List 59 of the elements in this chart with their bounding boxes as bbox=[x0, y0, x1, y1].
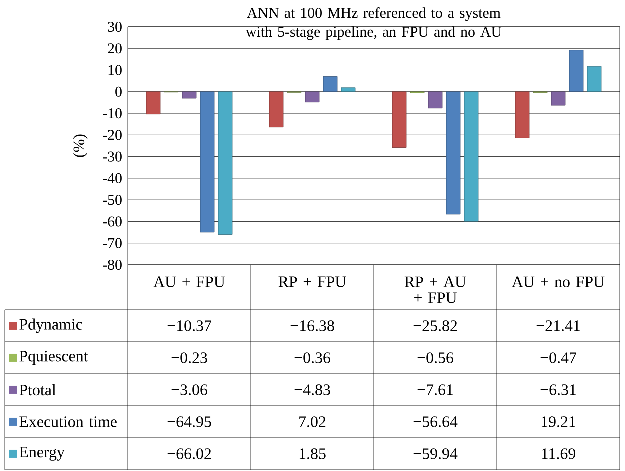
y-tick-label: 30 bbox=[108, 22, 122, 32]
legend-label: Execution time bbox=[20, 416, 117, 428]
data-label: −4.83 bbox=[294, 384, 330, 396]
legend-label: Pdynamic bbox=[20, 318, 82, 334]
bar bbox=[569, 50, 584, 92]
y-tick-label: -10 bbox=[103, 108, 122, 119]
data-label: 19.21 bbox=[542, 416, 576, 428]
data-label: −3.06 bbox=[172, 384, 208, 396]
bar bbox=[464, 92, 479, 222]
data-label: −56.64 bbox=[414, 416, 458, 428]
bar bbox=[587, 66, 602, 92]
y-axis-title: (%) bbox=[73, 134, 88, 158]
data-label: −21.41 bbox=[536, 320, 580, 332]
bar bbox=[551, 92, 566, 106]
data-label: 1.85 bbox=[300, 448, 326, 460]
data-label: −0.56 bbox=[418, 352, 454, 364]
legend-label: Pquiescent bbox=[20, 351, 88, 365]
bar bbox=[341, 88, 356, 92]
data-label: −6.31 bbox=[540, 384, 576, 396]
y-tick-label: -80 bbox=[103, 260, 122, 270]
x-tick-label: RP + FPU bbox=[278, 276, 346, 288]
bar bbox=[392, 92, 407, 148]
bar bbox=[182, 92, 197, 99]
bar bbox=[200, 92, 215, 233]
data-label: 11.69 bbox=[542, 448, 576, 460]
bar bbox=[446, 92, 461, 215]
y-tick-label: -50 bbox=[103, 195, 122, 206]
legend-label: Energy bbox=[20, 447, 65, 461]
data-label: −25.82 bbox=[414, 320, 458, 332]
x-tick-label: AU + FPU bbox=[154, 276, 226, 288]
y-tick-label: 0 bbox=[116, 86, 122, 97]
legend-label: Ptotal bbox=[20, 384, 56, 396]
y-tick-label: -40 bbox=[103, 173, 122, 184]
x-tick-label: RP + AU + FPU bbox=[404, 276, 466, 304]
bar bbox=[515, 92, 530, 138]
data-label: −16.38 bbox=[290, 320, 334, 332]
bar bbox=[269, 92, 284, 128]
data-label: −66.02 bbox=[168, 448, 212, 460]
bar bbox=[305, 92, 320, 103]
y-tick-label: -30 bbox=[103, 152, 122, 162]
bar bbox=[428, 92, 443, 109]
y-tick-label: -70 bbox=[103, 238, 122, 248]
y-tick-label: 10 bbox=[108, 65, 122, 76]
data-label: −59.94 bbox=[414, 448, 458, 460]
x-tick-label: AU + no FPU bbox=[512, 276, 605, 288]
data-label: −0.36 bbox=[294, 352, 330, 364]
data-label: −7.61 bbox=[418, 384, 453, 396]
y-tick-label: -20 bbox=[103, 130, 122, 140]
bar bbox=[323, 76, 338, 92]
data-label: −64.95 bbox=[168, 416, 212, 428]
y-tick-label: -60 bbox=[103, 216, 122, 227]
bar bbox=[218, 92, 233, 235]
data-label: 7.02 bbox=[300, 416, 326, 428]
bar bbox=[146, 92, 161, 115]
y-tick-label: 20 bbox=[108, 44, 122, 54]
data-label: −0.23 bbox=[172, 352, 208, 364]
chart-title: ANN at 100 MHz referenced to a system with 5-stage pipeline, an FPU and no AU bbox=[246, 8, 502, 40]
data-label: −0.47 bbox=[540, 352, 576, 364]
data-label: −10.37 bbox=[168, 320, 212, 332]
